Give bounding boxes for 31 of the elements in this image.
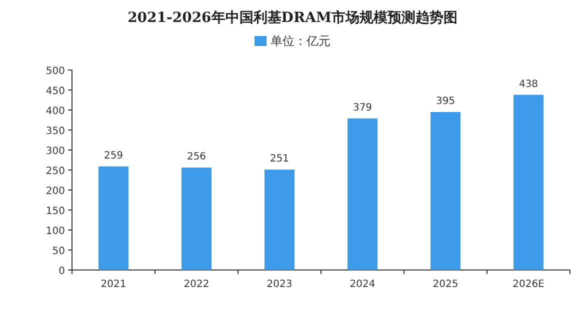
data-label: 438: [518, 78, 538, 90]
y-tick-label: 100: [46, 226, 65, 237]
y-tick-label: 500: [46, 66, 65, 77]
bar: [98, 166, 128, 270]
legend-label: 单位：亿元: [270, 34, 330, 48]
x-tick-label: 2021: [100, 279, 126, 290]
y-tick-label: 250: [46, 166, 65, 177]
y-tick-label: 400: [46, 106, 65, 117]
data-label: 395: [436, 96, 456, 107]
data-label: 256: [186, 152, 206, 163]
y-tick-label: 50: [52, 246, 65, 257]
bar: [514, 94, 544, 270]
y-tick-label: 450: [46, 86, 65, 97]
data-label: 259: [104, 150, 124, 162]
chart-title: 2021-2026年中国利基DRAM市场规模预测趋势图: [128, 9, 458, 26]
x-tick-label: 2026E: [512, 279, 544, 290]
bar: [348, 118, 378, 270]
bar: [430, 112, 460, 270]
bar: [264, 170, 294, 270]
data-label: 251: [270, 154, 290, 165]
y-tick-label: 300: [46, 146, 65, 157]
y-tick-label: 350: [46, 126, 65, 137]
data-label: 379: [352, 102, 372, 114]
x-tick-label: 2024: [350, 279, 376, 290]
x-tick-label: 2023: [266, 279, 292, 290]
x-tick-label: 2025: [432, 279, 458, 290]
y-tick-label: 150: [46, 206, 65, 217]
y-tick-label: 200: [46, 186, 65, 197]
y-tick-label: 0: [58, 266, 65, 277]
x-tick-label: 2022: [184, 279, 210, 290]
bar: [182, 168, 212, 270]
